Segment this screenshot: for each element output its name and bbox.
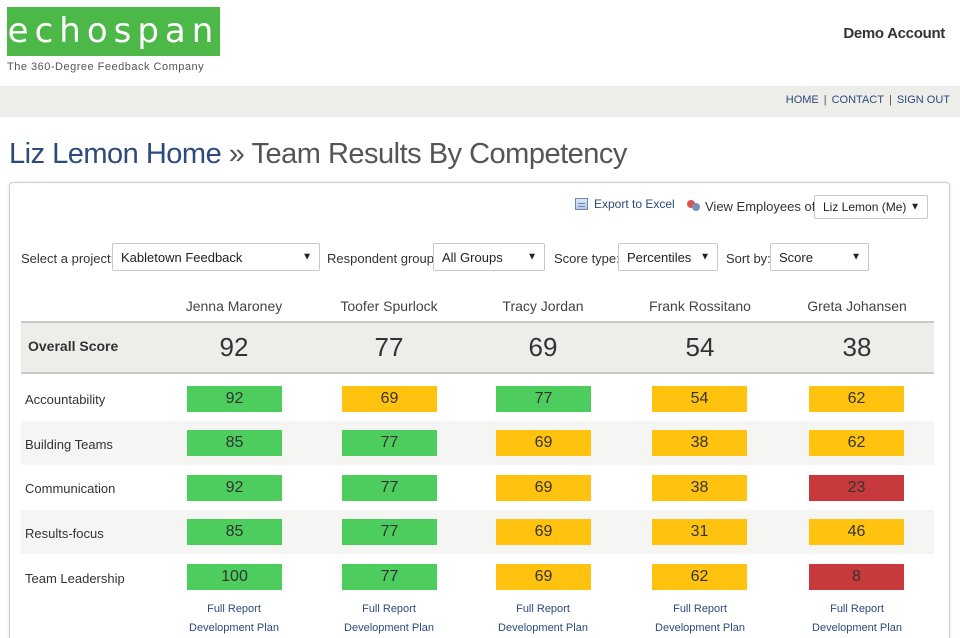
dropdown-arrow-icon: ▼ [700, 251, 710, 263]
score-cell: 85 [187, 519, 282, 545]
score-type-select-value: Percentiles [627, 249, 692, 265]
score-cell: 31 [652, 519, 747, 545]
score-cell: 8 [809, 564, 904, 590]
people-icon [687, 200, 701, 213]
score-cell: 77 [342, 519, 437, 545]
view-employees-label: View Employees of [705, 199, 816, 214]
export-label: Export to Excel [594, 197, 675, 211]
table-row [21, 466, 934, 510]
employee-select[interactable]: Liz Lemon (Me) ▼ [814, 195, 928, 219]
full-report-link[interactable]: Full Report [207, 603, 261, 615]
project-label: Select a project: [21, 251, 115, 266]
sort-select-value: Score [779, 249, 813, 265]
overall-score: 38 [842, 332, 872, 362]
competency-label: Building Teams [25, 437, 113, 452]
full-report-link[interactable]: Full Report [362, 603, 416, 615]
score-cell: 38 [652, 430, 747, 456]
full-report-link[interactable]: Full Report [516, 603, 570, 615]
development-plan-link[interactable]: Development Plan [344, 622, 434, 634]
tagline: The 360-Degree Feedback Company [7, 61, 205, 73]
page-title: Liz Lemon Home » Team Results By Compete… [9, 138, 627, 171]
nav-separator: | [888, 94, 892, 106]
score-cell: 77 [342, 430, 437, 456]
table-row [21, 421, 934, 465]
sort-select[interactable]: Score ▼ [770, 243, 869, 271]
full-report-link[interactable]: Full Report [673, 603, 727, 615]
overall-score-label: Overall Score [28, 338, 119, 354]
score-cell: 69 [496, 519, 591, 545]
score-cell: 38 [652, 475, 747, 501]
score-cell: 54 [652, 386, 747, 412]
table-row [21, 555, 934, 599]
score-cell: 69 [342, 386, 437, 412]
score-cell: 100 [187, 564, 282, 590]
breadcrumb-separator: » [228, 138, 245, 170]
score-cell: 62 [652, 564, 747, 590]
score-cell: 69 [496, 475, 591, 501]
score-cell: 23 [809, 475, 904, 501]
score-cell: 77 [342, 564, 437, 590]
score-cell: 69 [496, 430, 591, 456]
project-select[interactable]: Kabletown Feedback ▼ [112, 243, 320, 271]
column-header-employee: Frank Rossitano [649, 298, 751, 314]
score-cell: 85 [187, 430, 282, 456]
nav-separator: | [823, 94, 827, 106]
export-to-excel-link[interactable]: Export to Excel [575, 197, 675, 211]
score-cell: 62 [809, 430, 904, 456]
column-header-employee: Greta Johansen [807, 298, 907, 314]
development-plan-link[interactable]: Development Plan [189, 622, 279, 634]
table-row [21, 510, 934, 554]
score-cell: 77 [342, 475, 437, 501]
spreadsheet-icon [575, 198, 588, 210]
nav-links: HOME | CONTACT | SIGN OUT [786, 94, 950, 106]
score-cell: 92 [187, 386, 282, 412]
development-plan-link[interactable]: Development Plan [812, 622, 902, 634]
dropdown-arrow-icon: ▼ [910, 201, 920, 213]
overall-score-row [21, 321, 934, 374]
column-header-employee: Toofer Spurlock [340, 298, 438, 314]
header: echospan The 360-Degree Feedback Company… [0, 0, 960, 86]
dropdown-arrow-icon: ▼ [851, 251, 861, 263]
overall-score: 92 [219, 332, 249, 362]
account-name[interactable]: Demo Account [843, 25, 945, 42]
competency-label: Results-focus [25, 526, 104, 541]
sort-label: Sort by: [726, 251, 771, 266]
nav-signout-link[interactable]: SIGN OUT [896, 94, 950, 106]
project-select-value: Kabletown Feedback [121, 249, 243, 265]
overall-score: 77 [374, 332, 404, 362]
dropdown-arrow-icon: ▼ [527, 251, 537, 263]
breadcrumb-home-link[interactable]: Liz Lemon Home [9, 138, 222, 170]
score-type-select[interactable]: Percentiles ▼ [618, 243, 718, 271]
score-cell: 92 [187, 475, 282, 501]
employee-select-value: Liz Lemon (Me) [823, 200, 907, 214]
logo-text: echospan [7, 11, 220, 51]
nav-contact-link[interactable]: CONTACT [831, 94, 884, 106]
score-cell: 69 [496, 564, 591, 590]
development-plan-link[interactable]: Development Plan [498, 622, 588, 634]
score-cell: 62 [809, 386, 904, 412]
column-header-employee: Tracy Jordan [502, 298, 584, 314]
logo[interactable]: echospan [7, 7, 220, 56]
nav-home-link[interactable]: HOME [785, 94, 819, 106]
view-employees: View Employees of [687, 199, 815, 214]
score-type-label: Score type: [554, 251, 620, 266]
competency-label: Team Leadership [25, 571, 125, 586]
respondent-select[interactable]: All Groups ▼ [433, 243, 545, 271]
respondent-select-value: All Groups [442, 249, 503, 265]
respondent-label: Respondent group: [327, 251, 438, 266]
competency-label: Accountability [25, 392, 106, 407]
breadcrumb-current: Team Results By Competency [251, 138, 627, 170]
development-plan-link[interactable]: Development Plan [655, 622, 745, 634]
score-cell: 77 [496, 386, 591, 412]
dropdown-arrow-icon: ▼ [302, 251, 312, 263]
overall-score: 69 [528, 332, 558, 362]
score-cell: 46 [809, 519, 904, 545]
column-header-employee: Jenna Maroney [185, 298, 283, 314]
table-row [21, 377, 934, 421]
competency-label: Communication [25, 481, 116, 496]
full-report-link[interactable]: Full Report [830, 603, 884, 615]
overall-score: 54 [685, 332, 715, 362]
nav-bar: HOME | CONTACT | SIGN OUT [0, 86, 960, 117]
